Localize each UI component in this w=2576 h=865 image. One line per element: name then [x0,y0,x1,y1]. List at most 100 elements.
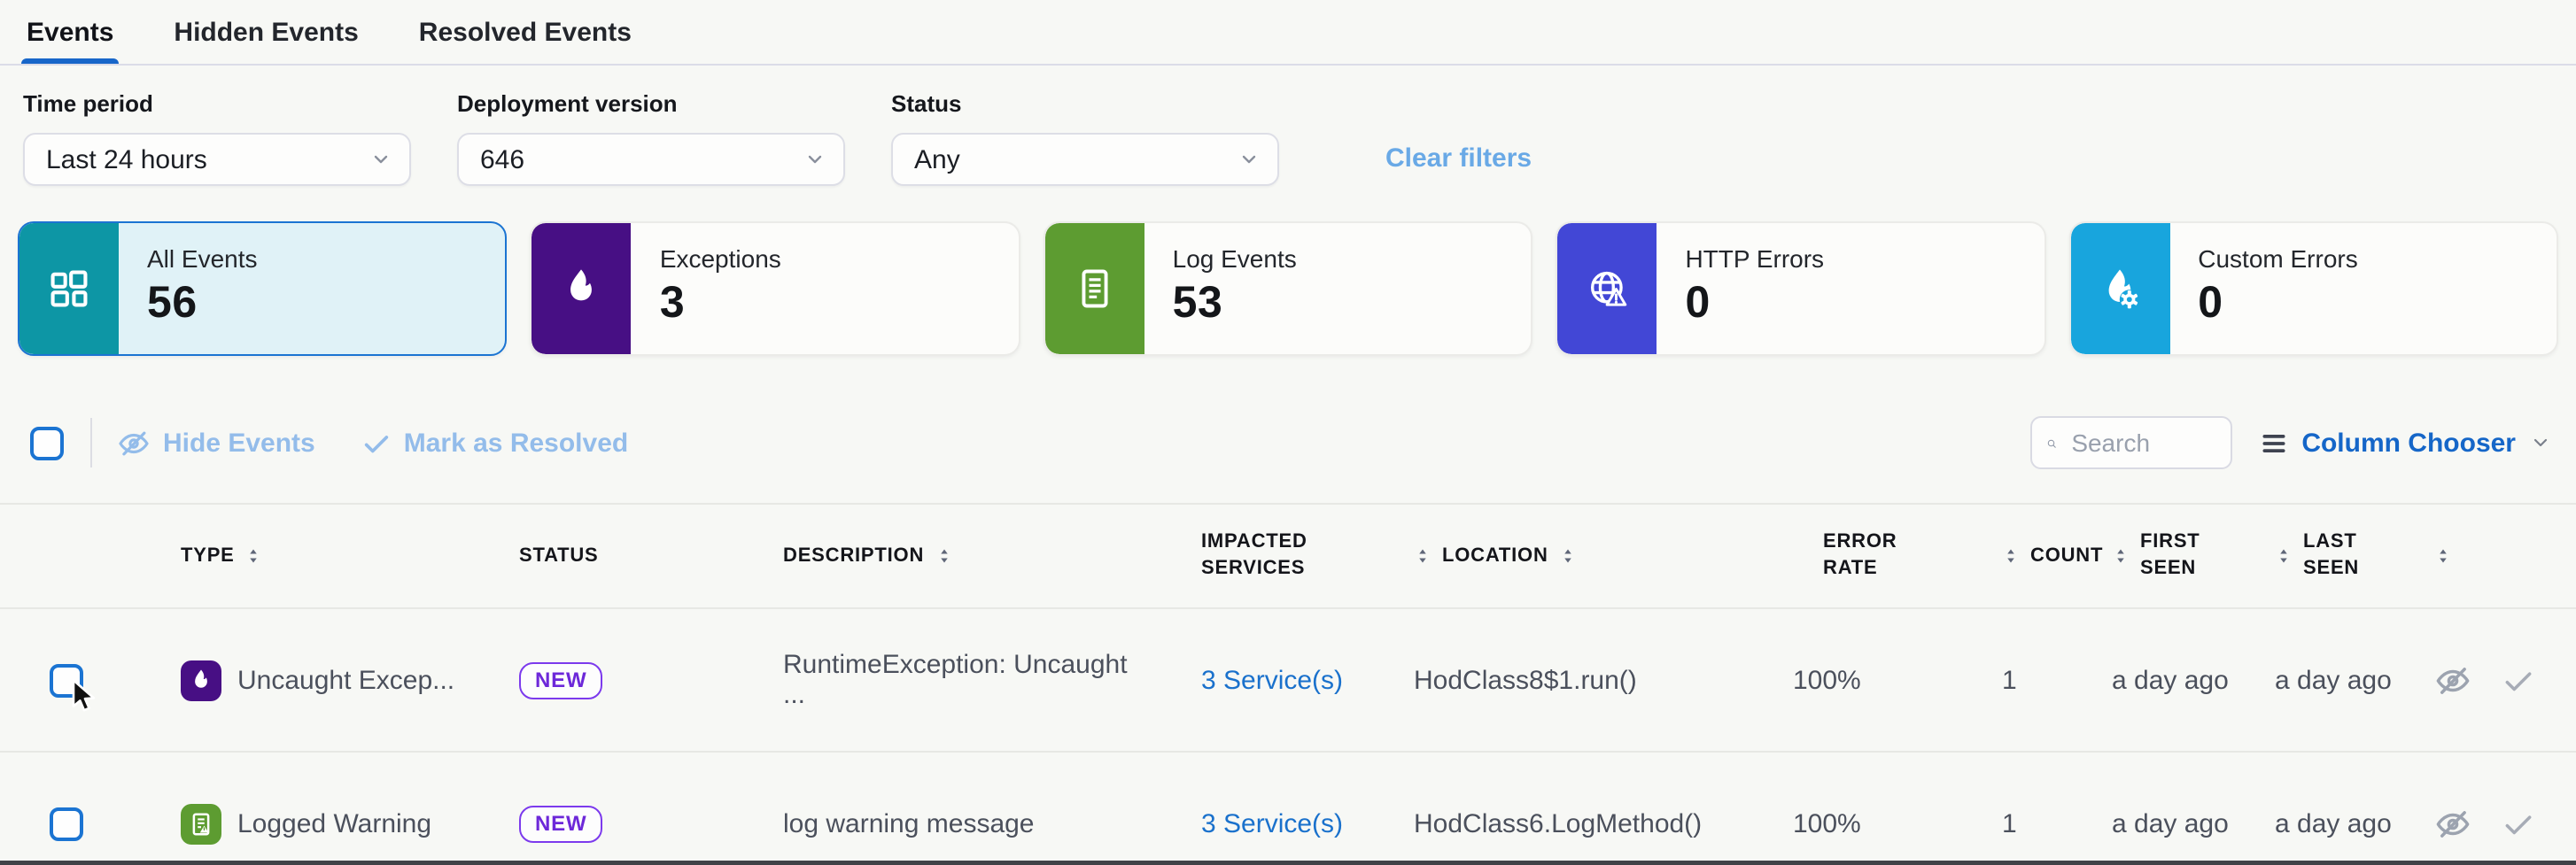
time-period-select[interactable]: Last 24 hours [23,133,411,186]
row-checkbox[interactable] [50,807,83,840]
impacted-services-link[interactable]: 3 Service(s) [1201,665,1344,695]
status-badge: NEW [519,661,603,699]
chevron-down-icon [808,155,822,164]
mark-resolved-button[interactable]: Mark as Resolved [361,428,628,458]
select-all-checkbox[interactable] [30,426,64,460]
chevron-down-icon [374,155,388,164]
chevron-down-icon [2533,438,2548,447]
event-type-cell: Uncaught Excep... [124,660,461,700]
column-header-description[interactable]: DESCRIPTION [735,543,1143,569]
deployment-version-select[interactable]: 646 [457,133,845,186]
table-toolbar: Hide Events Mark as Resolved Column Choo… [0,414,2576,471]
resolve-event-icon-button[interactable] [2502,663,2535,697]
event-location: HodClass8$1.run() [1414,665,1637,695]
globe-alert-icon [1590,270,1626,305]
card-value: 0 [2198,278,2223,328]
row-menu-button[interactable] [2565,809,2576,838]
hide-events-label: Hide Events [163,428,315,458]
clear-filters-button[interactable]: Clear filters [1385,143,1532,174]
row-checkbox[interactable] [50,663,83,697]
status-badge: NEW [519,805,603,842]
card-http-errors[interactable]: HTTP Errors 0 [1556,221,2046,356]
events-table: TYPE STATUS DESCRIPTION IMPACTED SERVICE… [0,503,2576,865]
search-input[interactable] [2068,427,2217,459]
card-icon-pane [2070,223,2170,354]
status-select[interactable]: Any [891,133,1279,186]
table-header-row: TYPE STATUS DESCRIPTION IMPACTED SERVICE… [0,505,2576,609]
column-header-first-seen[interactable]: FIRST SEEN [2091,529,2254,582]
column-header-type[interactable]: TYPE [124,543,461,569]
grid-dashboard-icon [50,270,88,307]
event-count: 1 [2002,808,2017,838]
table-row: Logged Warning NEW log warning message 3… [0,753,2576,865]
column-header-impacted-services[interactable]: IMPACTED SERVICES [1201,531,1307,579]
search-icon [2048,438,2057,447]
hamburger-icon [2262,434,2285,452]
column-header-count[interactable]: COUNT [1984,543,2102,569]
card-custom-errors[interactable]: Custom Errors 0 [2068,221,2559,356]
row-menu-button[interactable] [2565,666,2576,694]
time-period-label: Time period [23,90,153,117]
hide-event-icon-button[interactable] [2434,805,2471,842]
event-last-seen: a day ago [2275,808,2392,838]
eye-slash-icon [119,430,149,455]
hide-event-icon-button[interactable] [2434,661,2471,699]
event-error-rate: 100% [1793,665,1861,695]
tab-resolved-events[interactable]: Resolved Events [418,18,632,48]
card-label: All Events [147,244,258,273]
eye-slash-icon [2436,810,2470,837]
time-period-filter: Time period Last 24 hours [23,90,411,186]
event-type-cell: Logged Warning [124,803,461,844]
event-description: log warning message [783,808,1035,838]
event-last-seen: a day ago [2275,665,2392,695]
column-header-location[interactable]: LOCATION [1382,543,1763,569]
event-error-rate: 100% [1793,808,1861,838]
column-header-status[interactable]: STATUS [519,544,599,567]
event-description: RuntimeException: Uncaught ... [783,650,1128,710]
column-header-last-seen[interactable]: LAST SEEN [2254,529,2409,582]
impacted-services-link[interactable]: 3 Service(s) [1201,808,1344,838]
flame-icon [181,660,221,700]
event-type-label: Logged Warning [237,808,432,838]
resolve-event-icon-button[interactable] [2502,807,2535,840]
card-icon-pane [19,223,119,354]
log-document-icon [1082,269,1108,308]
tab-bar: Events Hidden Events Resolved Events [0,0,2576,64]
event-count: 1 [2002,665,2017,695]
sort-arrows-icon[interactable] [2434,544,2452,568]
sort-arrows-icon[interactable] [1414,544,1432,568]
summary-cards: All Events 56 Exceptions 3 [0,186,2576,356]
bottom-edge-bar [0,861,2576,865]
table-row: Uncaught Excep... NEW RuntimeException: … [0,609,2576,753]
mark-resolved-label: Mark as Resolved [403,428,629,458]
card-value: 53 [1172,278,1223,328]
eye-slash-icon [2436,667,2470,693]
sort-arrows-icon[interactable] [245,544,263,568]
card-icon-pane [531,223,632,354]
event-location: HodClass6.LogMethod() [1414,808,1703,838]
flame-icon [570,269,593,301]
tab-bar-divider [0,64,2576,66]
sort-arrows-icon[interactable] [2275,544,2293,568]
column-chooser-button[interactable]: Column Chooser [2261,428,2551,458]
hide-events-button[interactable]: Hide Events [117,426,315,460]
toolbar-divider [90,418,92,467]
event-first-seen: a day ago [2112,665,2229,695]
sort-arrows-icon[interactable] [1559,544,1577,568]
sort-arrows-icon[interactable] [2002,544,2020,568]
card-icon-pane [1044,223,1144,354]
sort-arrows-icon[interactable] [2112,544,2130,568]
tab-hidden-events[interactable]: Hidden Events [174,18,359,48]
flame-gear-icon [2108,268,2140,309]
card-exceptions[interactable]: Exceptions 3 [530,221,1020,356]
tab-events[interactable]: Events [20,18,120,64]
column-header-error-rate[interactable]: ERROR RATE [1823,531,1897,579]
search-box [2030,416,2233,469]
deployment-version-value: 646 [480,144,525,174]
time-period-value: Last 24 hours [46,144,207,174]
card-icon-pane [1557,223,1657,354]
check-icon [364,435,388,452]
card-log-events[interactable]: Log Events 53 [1043,221,1533,356]
card-all-events[interactable]: All Events 56 [18,221,508,356]
sort-arrows-icon[interactable] [935,544,952,568]
